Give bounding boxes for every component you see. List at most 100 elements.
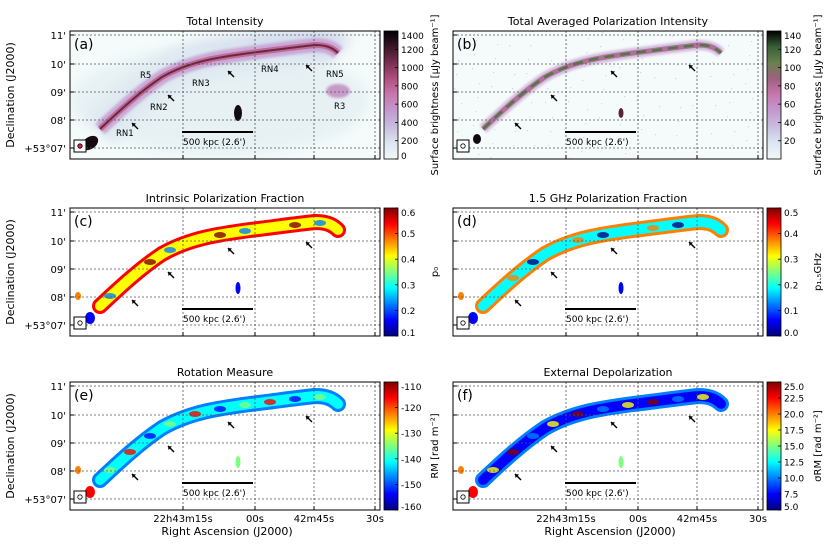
panel-c: 500 kpc (2.6') (c) Intrinsic Polarization … bbox=[4, 192, 441, 339]
noise-speck bbox=[493, 72, 495, 74]
noise-speck bbox=[458, 60, 460, 62]
noise-speck bbox=[526, 73, 528, 75]
noise-speck bbox=[745, 83, 747, 85]
axes-frame bbox=[452, 381, 764, 511]
beam-box bbox=[456, 316, 470, 330]
noise-speck bbox=[581, 151, 583, 153]
map-patch bbox=[264, 399, 276, 405]
noise-speck bbox=[479, 83, 481, 85]
noise-speck bbox=[476, 40, 478, 42]
noise-speck bbox=[640, 72, 642, 74]
arrow-head bbox=[689, 416, 693, 420]
colorbar-tick-label: 22.5 bbox=[784, 395, 804, 405]
scale-bar-label: 500 kpc (2.6') bbox=[566, 138, 629, 148]
point-source bbox=[458, 292, 464, 300]
x-tick-label: 00s bbox=[629, 514, 647, 525]
colorbar-label: p₀ bbox=[430, 267, 441, 277]
arrow-head bbox=[306, 416, 310, 420]
colorbar-tick-label: 1000 bbox=[401, 64, 424, 74]
point-source bbox=[618, 456, 624, 468]
noise-speck bbox=[642, 58, 644, 60]
map-patch bbox=[507, 275, 519, 281]
y-axis-label: Declination (J2000) bbox=[4, 393, 17, 499]
colorbar-tick-label: 0.0 bbox=[784, 329, 799, 339]
noise-speck bbox=[548, 145, 550, 147]
arrow-head bbox=[228, 71, 232, 75]
region-label: RN5 bbox=[326, 70, 344, 80]
noise-speck bbox=[583, 137, 585, 139]
noise-speck bbox=[456, 74, 458, 76]
noise-speck bbox=[747, 69, 749, 71]
beam-box bbox=[456, 139, 470, 153]
noise-speck bbox=[674, 149, 676, 151]
noise-speck bbox=[492, 143, 494, 145]
noise-speck bbox=[551, 60, 553, 62]
background-haze bbox=[70, 46, 370, 156]
axes-frame bbox=[452, 207, 764, 337]
noise-speck bbox=[659, 106, 661, 108]
noise-speck bbox=[478, 154, 480, 156]
panel-a: R5 RN3 RN4 RN2 R3 RN1 RN5 500 kpc (2.6') (a) Tota… bbox=[4, 14, 441, 175]
colorbar-tick-label: 80 bbox=[784, 82, 796, 92]
point-source bbox=[75, 292, 81, 300]
noise-speck bbox=[695, 148, 697, 150]
beam-box bbox=[73, 490, 87, 504]
source-r3 bbox=[326, 84, 350, 98]
map-patch bbox=[289, 222, 301, 228]
panel-title: Total Averaged Polarization Intensity bbox=[507, 15, 709, 28]
map-patch bbox=[647, 399, 659, 405]
colorbar-tick-label: 17.5 bbox=[784, 427, 804, 437]
colorbar-tick-label: 800 bbox=[401, 82, 418, 92]
noise-speck bbox=[531, 102, 533, 104]
map-patch bbox=[104, 293, 116, 299]
arrow-head bbox=[132, 123, 136, 127]
beam-ellipse bbox=[77, 320, 83, 326]
panel-label: (a) bbox=[74, 37, 94, 53]
noise-speck bbox=[711, 133, 713, 135]
arrow-head bbox=[611, 248, 615, 252]
noise-speck bbox=[587, 109, 589, 111]
x-tick-label: 22h43m15s bbox=[153, 514, 212, 525]
panel-label: (f) bbox=[457, 388, 473, 404]
colorbar-label: σRM [rad m⁻²] bbox=[813, 410, 824, 482]
arrow-head bbox=[132, 300, 136, 304]
noise-speck bbox=[623, 39, 625, 41]
noise-speck bbox=[678, 121, 680, 123]
y-tick-label: 10' bbox=[51, 60, 66, 71]
point-source bbox=[468, 486, 478, 498]
colorbar-tick-label: 140 bbox=[784, 32, 801, 42]
panel-f: 500 kpc (2.6') (f) External Depolarization… bbox=[452, 366, 824, 538]
y-tick-label: 11' bbox=[51, 208, 66, 219]
map-patch bbox=[289, 396, 301, 402]
colorbar-tick-label: 25.0 bbox=[784, 383, 804, 393]
noise-speck bbox=[693, 34, 695, 36]
noise-speck bbox=[586, 52, 588, 54]
y-tick-label: +53°07' bbox=[24, 321, 66, 332]
map-patch bbox=[487, 467, 499, 473]
arrow-head bbox=[515, 474, 519, 478]
noise-speck bbox=[692, 105, 694, 107]
noise-speck bbox=[710, 76, 712, 78]
panel-title: External Depolarization bbox=[543, 366, 672, 379]
map-patch bbox=[239, 402, 251, 408]
noise-speck bbox=[602, 32, 604, 34]
x-tick-label: 22h43m15s bbox=[536, 514, 595, 525]
noise-speck bbox=[474, 54, 476, 56]
noise-speck bbox=[454, 88, 456, 90]
noise-speck bbox=[564, 129, 566, 131]
colorbar-tick-label: -120 bbox=[401, 404, 422, 414]
noise-speck bbox=[461, 103, 463, 105]
relic-core bbox=[99, 43, 339, 130]
noise-speck bbox=[497, 44, 499, 46]
noise-speck bbox=[733, 74, 735, 76]
panel-title: Rotation Measure bbox=[177, 366, 273, 379]
y-tick-label: 09' bbox=[51, 439, 66, 450]
colorbar-label: p₁.₅GHz bbox=[813, 253, 824, 291]
colorbar-tick-label: 0.1 bbox=[401, 329, 415, 339]
colorbar-tick-label: 0.5 bbox=[784, 209, 798, 219]
noise-speck bbox=[491, 86, 493, 88]
y-tick-label: 08' bbox=[51, 116, 66, 127]
region-label: RN3 bbox=[192, 79, 210, 89]
colorbar bbox=[383, 381, 399, 511]
colorbar-tick-label: 1400 bbox=[401, 32, 424, 42]
